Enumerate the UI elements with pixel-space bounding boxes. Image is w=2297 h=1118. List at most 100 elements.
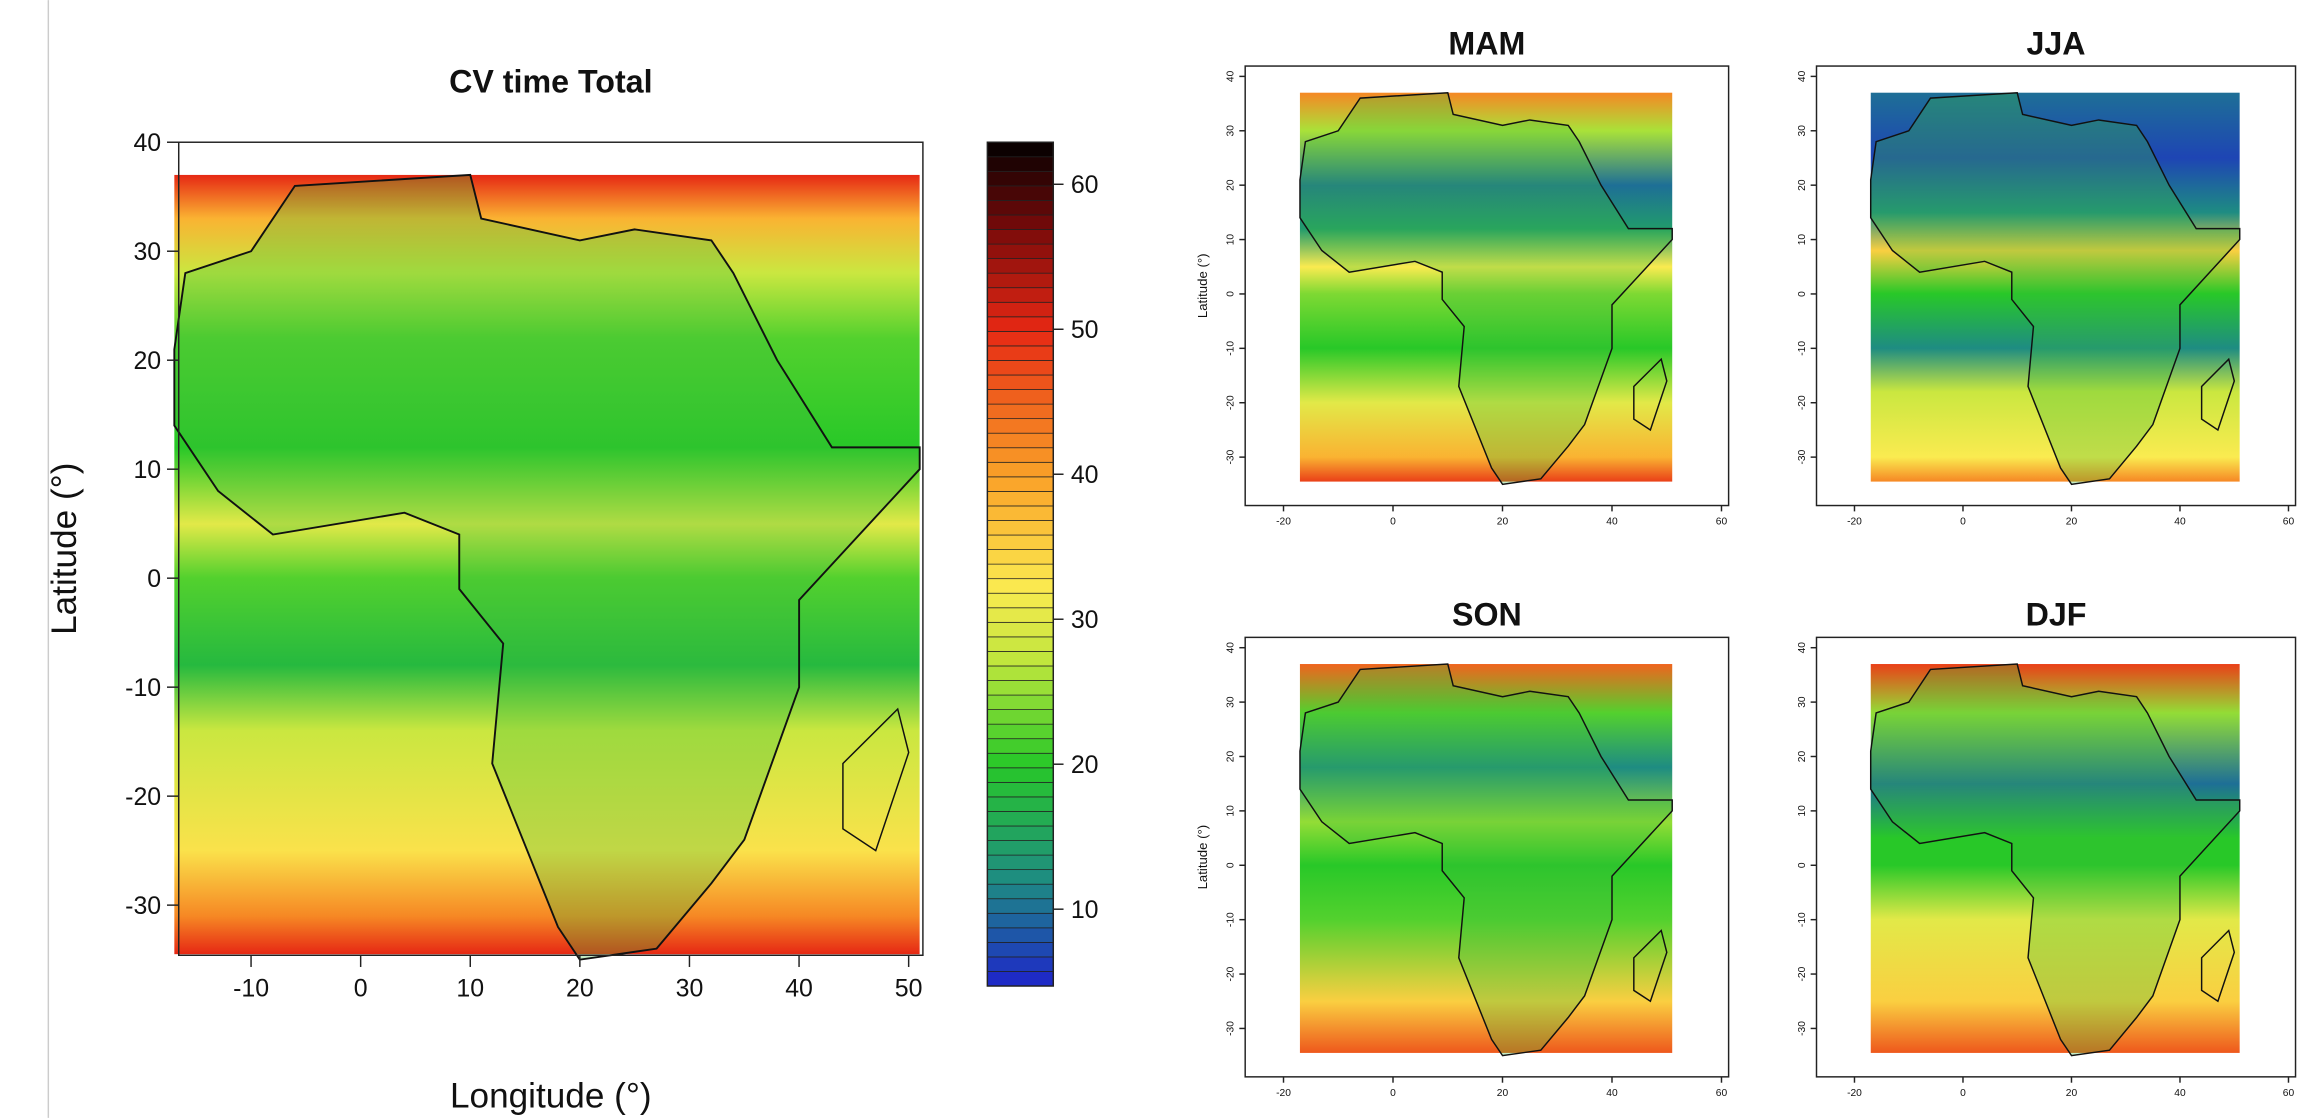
- colorbar-cell: [986, 229, 1054, 245]
- colorbar-cell: [986, 272, 1054, 289]
- land-shading: [1870, 92, 2240, 485]
- x-tick-label: -20: [1847, 1088, 1862, 1099]
- colorbar-cell: [986, 854, 1054, 871]
- x-tick-label: -20: [1276, 517, 1291, 528]
- field: [1299, 92, 1673, 482]
- y-axis-label: Latitude (°): [45, 463, 84, 635]
- colorbar-cell: [986, 185, 1054, 201]
- x-tick-label: 40: [2174, 517, 2186, 528]
- colorbar-cell: [986, 927, 1054, 943]
- x-tick-label: 40: [1606, 517, 1618, 528]
- y-tick-label: 40: [1225, 642, 1236, 654]
- y-tick-label: -10: [1225, 912, 1236, 927]
- land-shading: [1870, 664, 2240, 1056]
- land-shading: [1299, 664, 1673, 1056]
- y-tick-label: -30: [1225, 449, 1236, 464]
- colorbar-tick-label: 30: [1071, 606, 1099, 634]
- y-tick-label: 0: [1797, 291, 1808, 297]
- land-shading: [174, 174, 920, 960]
- map-panel: -20 0 20 40 60 -30 -20 -10 0 10 20 30 40 SON Latitude …: [1195, 597, 1730, 1099]
- y-tick-label: -20: [1225, 966, 1236, 981]
- colorbar-cell: [986, 825, 1054, 841]
- colorbar-cell: [986, 665, 1054, 681]
- colorbar-cell: [986, 578, 1054, 594]
- x-tick-label: 50: [895, 974, 923, 1002]
- coastline: [1633, 929, 1668, 1003]
- colorbar-cell: [986, 971, 1054, 987]
- y-tick-label: 40: [133, 129, 161, 157]
- colorbar-cell: [986, 403, 1054, 420]
- y-tick-label: -10: [125, 674, 161, 702]
- colorbar-cell: [986, 898, 1054, 914]
- coastline: [2200, 929, 2236, 1003]
- x-tick-label: 40: [785, 974, 813, 1002]
- y-tick-label: 0: [1225, 862, 1236, 868]
- plot-frame: [1244, 636, 1730, 1078]
- y-tick-label: -10: [1797, 912, 1808, 927]
- field: [1870, 664, 2240, 1053]
- colorbar-cell: [986, 840, 1054, 856]
- colorbar-cell: [986, 243, 1054, 259]
- colorbar-cell: [986, 287, 1054, 303]
- y-tick-label: 40: [1797, 70, 1808, 82]
- land-shading: [1299, 92, 1673, 485]
- colorbar-cell: [986, 156, 1054, 172]
- colorbar-cell: [986, 912, 1054, 929]
- field: [1299, 664, 1673, 1053]
- map-panel: -20 0 20 40 60 -30 -20 -10 0 10 20 30 40 JJA: [1797, 25, 2297, 528]
- y-tick-label: 0: [1225, 291, 1236, 297]
- colorbar-cell: [986, 301, 1054, 318]
- colorbar-cell: [986, 869, 1054, 885]
- colorbar-cell: [986, 883, 1054, 900]
- coastline: [1633, 357, 1668, 432]
- y-tick-label: -20: [1797, 966, 1808, 981]
- colorbar-cell: [986, 563, 1054, 580]
- coastline: [1869, 663, 2241, 1057]
- colorbar-cell: [986, 200, 1054, 216]
- colorbar-cell: [986, 651, 1054, 667]
- y-tick-label: 30: [1797, 125, 1808, 137]
- colorbar-cell: [986, 418, 1054, 434]
- y-tick-label: -10: [1797, 341, 1808, 356]
- colorbar-cell: [986, 360, 1054, 376]
- colorbar-cell: [986, 214, 1054, 230]
- y-tick-label: 10: [1797, 805, 1808, 817]
- field: [174, 174, 920, 955]
- y-axis-label: Latitude (°): [1195, 825, 1210, 890]
- coastline: [1869, 91, 2241, 486]
- colorbar-cell: [986, 330, 1054, 347]
- map-panel: -10 0 10 20 30 40 50 -30 -20 -10 0 10 20 30 40 CV time …: [45, 63, 1098, 1115]
- colorbar-frame: [986, 141, 1055, 987]
- colorbar-cell: [986, 374, 1054, 390]
- coastline: [2200, 357, 2236, 432]
- colorbar-cell: [986, 170, 1054, 187]
- y-tick-label: -30: [125, 892, 161, 920]
- x-tick-label: -10: [233, 974, 269, 1002]
- colorbar-cell: [986, 534, 1054, 550]
- x-tick-label: 0: [354, 974, 368, 1002]
- y-tick-label: 0: [147, 565, 161, 593]
- y-tick-label: 10: [133, 456, 161, 484]
- plot-frame: [1815, 65, 2297, 507]
- colorbar-cell: [986, 141, 1054, 158]
- panel-title: CV time Total: [449, 63, 652, 99]
- colorbar-cell: [986, 709, 1054, 725]
- colorbar-cell: [986, 723, 1054, 740]
- plot-frame: [1244, 65, 1730, 507]
- x-tick-label: 60: [1716, 1088, 1728, 1099]
- x-tick-label: 60: [2283, 1088, 2295, 1099]
- map-panel: -20 0 20 40 60 -30 -20 -10 0 10 20 30 40 MAM Latitude …: [1195, 25, 1730, 528]
- colorbar-cell: [986, 389, 1054, 405]
- colorbar-cell: [986, 461, 1054, 478]
- x-tick-label: 60: [2283, 517, 2295, 528]
- y-tick-label: -20: [1225, 395, 1236, 410]
- colorbar-cell: [986, 680, 1054, 696]
- y-tick-label: 30: [1797, 696, 1808, 708]
- colorbar-cell: [986, 549, 1054, 565]
- colorbar-tick-label: 10: [1071, 896, 1099, 924]
- x-axis-label: Longitude (°): [450, 1077, 652, 1116]
- x-tick-label: 10: [456, 974, 484, 1002]
- colorbar-cell: [986, 476, 1054, 492]
- colorbar-tick-label: 40: [1071, 461, 1099, 489]
